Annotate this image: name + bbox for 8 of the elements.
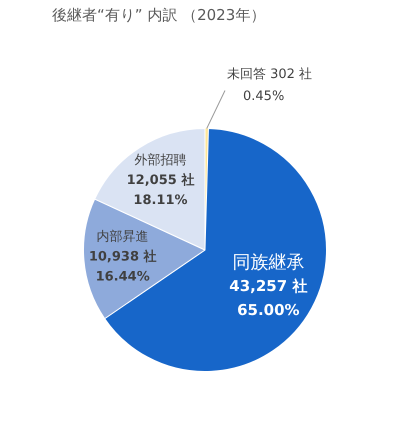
chart-title: 後継者“有り” 内訳 （2023年） [52, 6, 266, 25]
slice-label: 内部昇進 [96, 229, 149, 244]
data-label: 10,938 社 16.44% [88, 248, 157, 284]
data-label: 43,257 社 65.00% [229, 277, 308, 319]
slice-label: 同族継承 [232, 252, 304, 273]
slice-label: 外部招聘 [134, 152, 186, 168]
slice-label: 未回答 302 社 0.45% [227, 66, 312, 104]
data-label: 12,055 社 18.11% [126, 172, 194, 208]
